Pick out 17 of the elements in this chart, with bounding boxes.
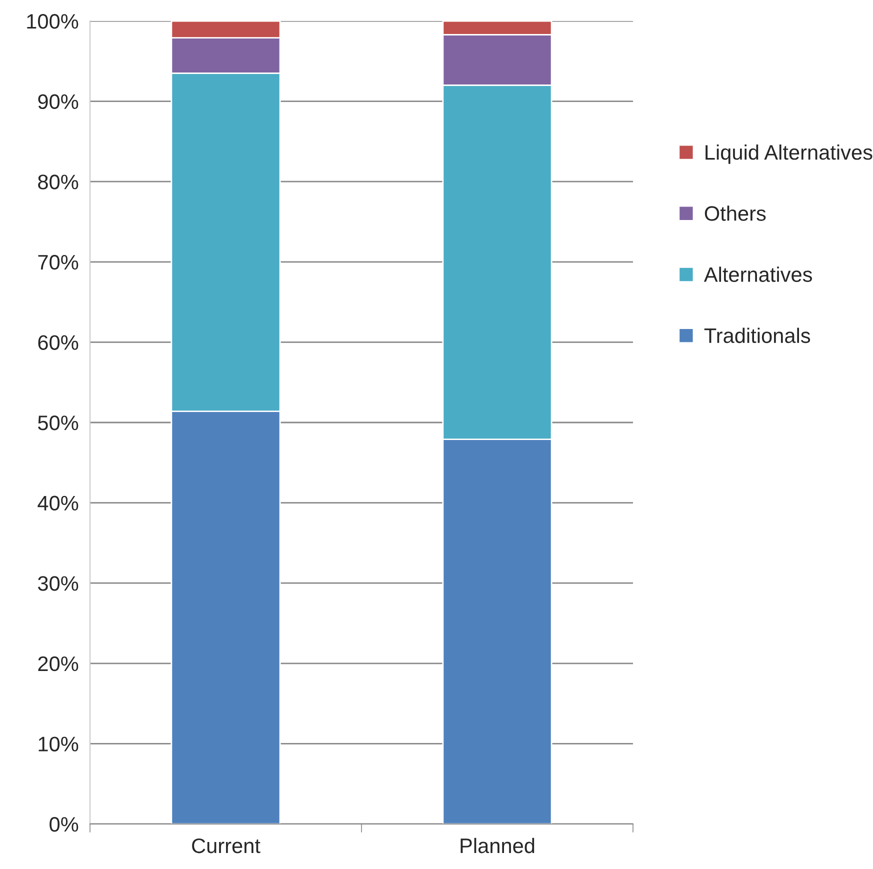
y-tick-label: 50%: [38, 416, 78, 430]
legend-label: Others: [704, 206, 766, 221]
y-tick-label: 20%: [38, 656, 78, 672]
legend-label: Alternatives: [704, 266, 812, 282]
x-tick-label: Planned: [460, 838, 534, 854]
y-tick-label: 70%: [38, 254, 78, 270]
legend-label: Liquid Alternatives: [706, 144, 872, 164]
x-tick-label: Current: [192, 838, 260, 854]
y-tick-label: 60%: [38, 335, 78, 350]
y-tick-label: 80%: [38, 174, 78, 190]
y-tick-label: 40%: [38, 496, 78, 511]
y-tick-label: 30%: [38, 576, 78, 591]
y-tick-label: 90%: [38, 94, 78, 110]
y-tick-label: 100%: [27, 14, 78, 29]
y-tick-label: 0%: [50, 817, 78, 832]
legend-label: Traditionals: [704, 328, 810, 344]
y-tick-label: 10%: [38, 736, 78, 752]
